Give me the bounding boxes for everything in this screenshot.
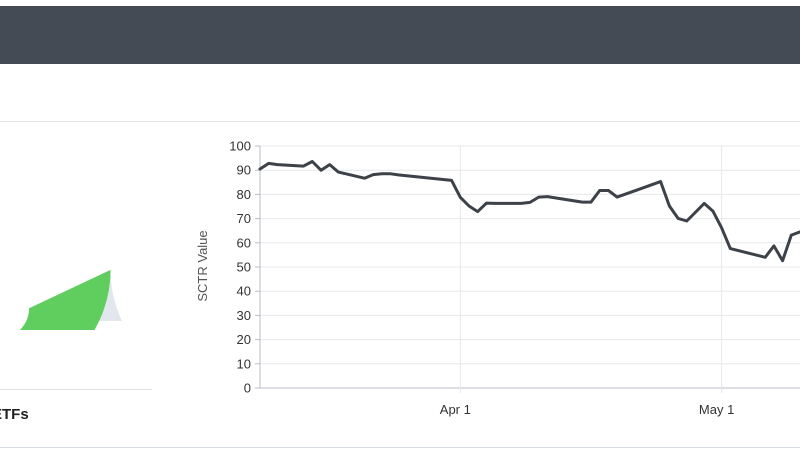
data-point — [337, 170, 340, 174]
data-point — [267, 162, 270, 165]
top-navigation-bar — [0, 6, 800, 64]
gauge-fill — [19, 269, 111, 330]
data-point — [450, 179, 453, 182]
data-point — [729, 247, 732, 250]
data-point — [389, 172, 392, 176]
gauge-divider — [0, 389, 152, 390]
data-point — [659, 180, 662, 183]
data-point — [772, 244, 776, 248]
y-tick-label: 90 — [237, 163, 251, 178]
data-point — [520, 202, 523, 205]
y-tick-label: 0 — [244, 381, 251, 396]
data-point — [537, 195, 540, 199]
data-point — [763, 256, 767, 259]
y-tick-label: 30 — [237, 308, 251, 323]
data-point — [459, 196, 462, 199]
data-point — [476, 210, 479, 213]
data-point — [546, 195, 549, 198]
data-point — [790, 233, 793, 237]
chart-grid — [259, 145, 800, 393]
data-points — [258, 160, 800, 262]
data-point — [467, 204, 471, 208]
data-point — [528, 201, 532, 204]
y-tick-label: 60 — [237, 235, 251, 250]
data-point — [702, 202, 706, 205]
data-point — [302, 164, 305, 168]
data-point — [380, 172, 384, 176]
data-point — [319, 169, 323, 172]
data-point — [711, 209, 715, 213]
data-point — [493, 202, 497, 205]
y-axis-label: SCTR Value — [195, 230, 210, 301]
data-point — [685, 219, 688, 223]
data-point — [720, 226, 723, 229]
y-tick-label: 100 — [229, 139, 251, 154]
data-point — [615, 195, 619, 199]
y-tick-label: 70 — [237, 211, 251, 226]
data-point — [485, 201, 488, 205]
gauge-group-label: ETFs — [0, 406, 29, 423]
series-line — [258, 160, 800, 263]
data-point — [363, 176, 366, 180]
x-tick-label: May 1 — [699, 402, 734, 417]
x-axis: Apr 1 May 1 — [440, 402, 735, 417]
y-tick-label: 10 — [237, 356, 251, 371]
data-point — [258, 167, 262, 171]
y-axis: 0 10 20 30 40 50 60 70 80 90 100 — [229, 139, 260, 396]
data-point — [781, 259, 784, 262]
data-point — [581, 200, 584, 204]
data-point — [398, 173, 401, 177]
data-point — [598, 189, 601, 192]
x-tick-label: Apr 1 — [440, 402, 471, 417]
data-point — [328, 163, 331, 166]
sctr-gauge — [19, 269, 122, 330]
data-point — [276, 163, 279, 166]
data-point — [607, 189, 610, 192]
y-tick-label: 50 — [237, 260, 251, 275]
data-point — [372, 173, 375, 176]
y-tick-label: 40 — [237, 284, 251, 299]
y-tick-label: 20 — [237, 332, 251, 347]
data-point — [311, 160, 314, 163]
data-point — [676, 217, 680, 220]
y-tick-label: 80 — [237, 187, 251, 202]
data-point — [668, 204, 671, 208]
data-point — [589, 200, 593, 204]
